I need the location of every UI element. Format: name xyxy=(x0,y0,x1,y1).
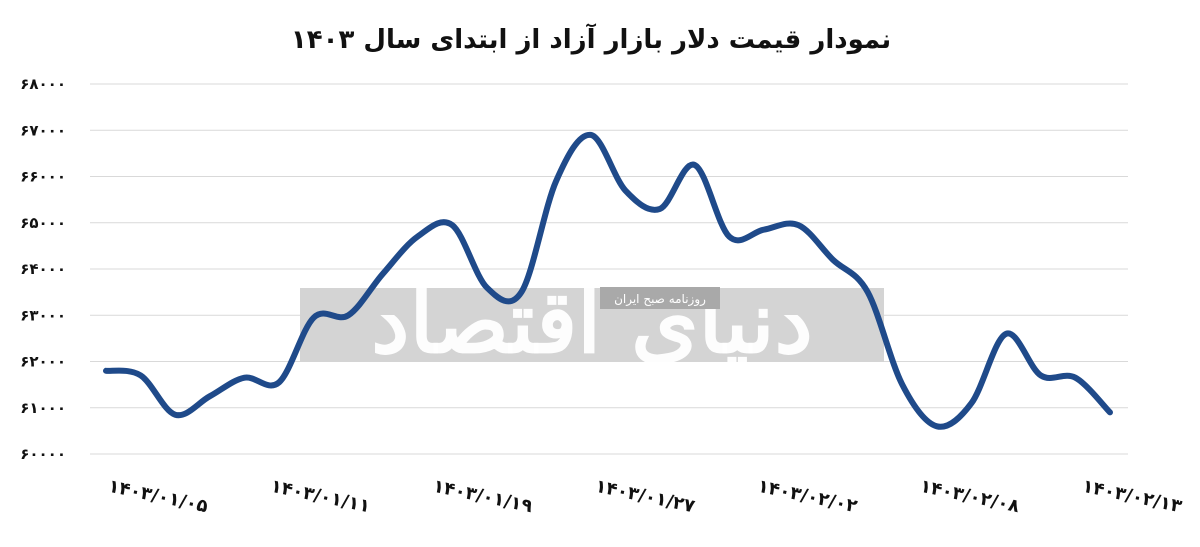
watermark-subtitle: روزنامه صبح ایران xyxy=(614,292,706,307)
y-tick-label: ۶۷۰۰۰ xyxy=(20,121,66,139)
y-tick-label: ۶۲۰۰۰ xyxy=(20,353,66,371)
x-axis-ticks: ۱۴۰۳/۰۱/۰۵ ۱۴۰۳/۰۱/۱۱ ۱۴۰۳/۰۱/۱۹ ۱۴۰۳/۰۱/۲۷… xyxy=(107,476,1184,518)
chart-title: نمودار قیمت دلار بازار آزاد از ابتدای سا… xyxy=(291,23,891,55)
x-tick-label: ۱۴۰۳/۰۲/۱۳ xyxy=(1081,476,1184,518)
watermark-name: دنیای اقتصاد xyxy=(371,272,813,373)
x-tick-label: ۱۴۰۳/۰۱/۱۱ xyxy=(269,476,372,518)
x-tick-label: ۱۴۰۳/۰۱/۰۵ xyxy=(107,476,210,518)
series-layer xyxy=(103,131,1113,430)
x-tick-label: ۱۴۰۳/۰۲/۰۲ xyxy=(756,476,859,518)
y-tick-label: ۶۴۰۰۰ xyxy=(20,260,66,278)
y-tick-label: ۶۰۰۰۰ xyxy=(20,445,66,463)
y-tick-label: ۶۱۰۰۰ xyxy=(20,399,66,417)
x-tick-label: ۱۴۰۳/۰۱/۱۹ xyxy=(431,476,534,518)
gridlines xyxy=(90,83,1128,455)
x-tick-label: ۱۴۰۳/۰۱/۲۷ xyxy=(594,476,697,518)
y-tick-label: ۶۵۰۰۰ xyxy=(20,214,66,232)
y-tick-label: ۶۶۰۰۰ xyxy=(20,168,66,186)
x-tick-label: ۱۴۰۳/۰۲/۰۸ xyxy=(918,476,1021,518)
y-tick-label: ۶۸۰۰۰ xyxy=(20,75,66,93)
y-axis-ticks: ۶۰۰۰۰ ۶۱۰۰۰ ۶۲۰۰۰ ۶۳۰۰۰ ۶۴۰۰۰ ۶۵۰۰۰ ۶۶۰۰۰ ۶۷۰۰۰… xyxy=(20,75,66,463)
watermark-subtitle-box xyxy=(600,287,720,309)
y-tick-label: ۶۳۰۰۰ xyxy=(20,306,66,324)
series-line xyxy=(103,131,1113,430)
watermark-band xyxy=(300,288,884,362)
watermark: دنیای اقتصاد روزنامه صبح ایران xyxy=(300,272,884,373)
